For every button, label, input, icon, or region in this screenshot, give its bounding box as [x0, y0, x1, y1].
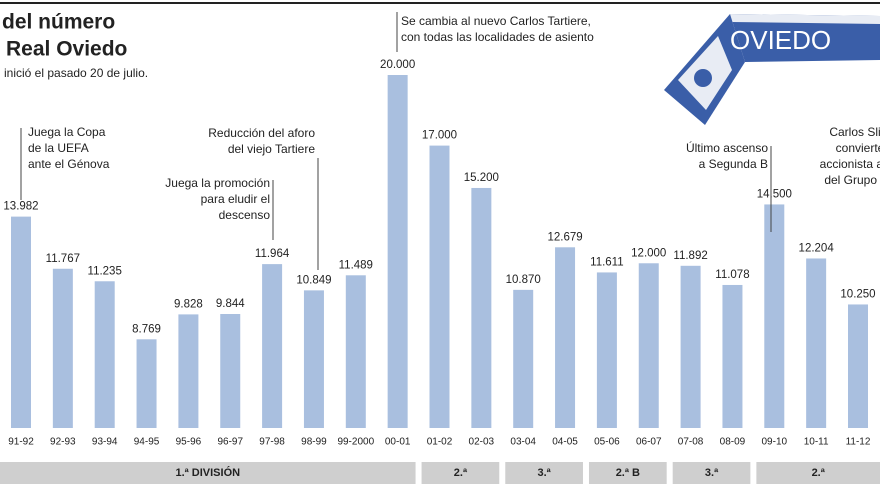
division-label: 2.ª — [454, 467, 468, 479]
division-label: 3.ª — [705, 467, 719, 479]
annotation: Reducción del aforo — [208, 126, 315, 140]
x-tick-label: 02-03 — [469, 437, 495, 448]
bar — [764, 204, 785, 428]
x-tick-label: 99-2000 — [337, 437, 374, 448]
annotation: Se cambia al nuevo Carlos Tartiere, — [401, 14, 591, 28]
value-label: 17.000 — [422, 130, 457, 142]
x-tick-label: 01-02 — [427, 437, 453, 448]
annotation: convierte — [836, 141, 880, 155]
value-label: 12.679 — [547, 231, 582, 243]
annotation: descenso — [219, 208, 271, 222]
annotation: a Segunda B — [699, 157, 768, 171]
value-label: 11.078 — [715, 269, 749, 281]
division-band — [421, 462, 500, 484]
value-label: 10.250 — [840, 288, 875, 300]
x-tick-label: 91-92 — [8, 437, 34, 448]
x-tick-label: 00-01 — [385, 437, 411, 448]
x-tick-label: 95-96 — [176, 437, 202, 448]
x-tick-label: 09-10 — [762, 437, 788, 448]
annotation: Carlos Slim — [829, 125, 880, 139]
x-tick-label: 08-09 — [720, 437, 746, 448]
annotation: accionista a tra — [820, 157, 880, 171]
value-label: 9.844 — [216, 298, 245, 310]
x-tick-label: 06-07 — [636, 437, 662, 448]
annotation: Último ascenso — [686, 140, 768, 155]
bar — [220, 314, 241, 428]
value-label: 20.000 — [380, 59, 415, 71]
division-band — [0, 462, 416, 484]
x-tick-label: 98-99 — [301, 437, 327, 448]
division-label: 2.ª — [812, 467, 826, 479]
value-label: 8.769 — [132, 323, 161, 335]
bar — [806, 258, 827, 428]
bar — [555, 247, 576, 428]
annotation: Juega la promoción — [165, 176, 270, 190]
x-tick-label: 11-12 — [846, 437, 871, 448]
value-label: 10.849 — [296, 274, 331, 286]
value-label: 11.892 — [673, 250, 707, 262]
value-label: 11.767 — [46, 253, 80, 265]
division-band — [672, 462, 751, 484]
subtitle: inició el pasado 20 de julio. — [4, 66, 148, 80]
value-label: 11.235 — [88, 265, 122, 277]
value-label: 10.870 — [506, 274, 541, 286]
scarf-text: OVIEDO — [730, 25, 831, 55]
x-tick-label: 93-94 — [92, 437, 118, 448]
annotation: de la UEFA — [28, 141, 89, 155]
division-band — [505, 462, 583, 484]
bar — [52, 268, 73, 428]
bar — [722, 284, 743, 428]
bar — [262, 264, 283, 428]
value-label: 12.000 — [631, 247, 666, 259]
x-tick-label: 10-11 — [804, 437, 829, 448]
value-label: 11.489 — [339, 259, 373, 271]
value-label: 15.200 — [464, 172, 499, 184]
x-tick-label: 04-05 — [552, 437, 578, 448]
bar — [178, 314, 199, 428]
division-band — [588, 462, 667, 484]
x-tick-label: 97-98 — [259, 437, 285, 448]
bar — [429, 145, 450, 428]
bar — [848, 304, 868, 428]
annotation: del Grupo Ca — [824, 173, 880, 187]
division-label: 1.ª DIVISIÓN — [175, 466, 240, 479]
division-band — [756, 462, 880, 484]
x-tick-label: 92-93 — [50, 437, 76, 448]
x-tick-label: 07-08 — [678, 437, 704, 448]
bar — [136, 339, 157, 428]
annotation: Juega la Copa — [28, 125, 106, 139]
title-line: Real Oviedo — [6, 38, 127, 61]
annotation: con todas las localidades de asiento — [401, 30, 594, 44]
x-tick-label: 05-06 — [594, 437, 620, 448]
x-tick-label: 96-97 — [217, 437, 243, 448]
value-label: 11.611 — [590, 256, 623, 268]
value-label: 14.500 — [757, 188, 792, 200]
value-label: 13.982 — [3, 201, 38, 213]
annotation: del viejo Tartiere — [228, 142, 315, 156]
title-line: del número — [2, 11, 115, 34]
annotation: para eludir el — [201, 192, 270, 206]
scarf: OVIEDO — [664, 14, 880, 125]
bar — [596, 272, 617, 428]
annotation: ante el Génova — [28, 157, 110, 171]
value-label: 12.204 — [799, 242, 835, 254]
division-label: 3.ª — [538, 467, 552, 479]
value-label: 11.964 — [255, 248, 290, 260]
bar — [513, 289, 534, 428]
bar — [303, 290, 324, 428]
division-label: 2.ª B — [616, 467, 640, 479]
value-label: 9.828 — [174, 298, 203, 310]
bar — [680, 265, 701, 428]
bar — [471, 187, 492, 428]
x-tick-label: 03-04 — [510, 437, 536, 448]
bar — [387, 75, 408, 428]
bar — [11, 216, 31, 428]
bar — [94, 281, 115, 428]
x-tick-label: 94-95 — [134, 437, 160, 448]
bar — [345, 275, 366, 428]
bar — [638, 263, 659, 428]
